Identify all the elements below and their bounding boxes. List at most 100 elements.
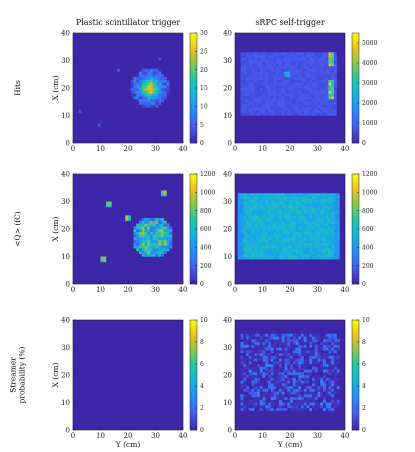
heatmap-cell [268,104,271,108]
heatmap-cell [268,358,271,362]
heatmap-cell [279,402,282,406]
colorbar-segment [352,347,359,351]
heatmap-cell [259,394,263,398]
heatmap-cell [328,63,332,67]
heatmap-cell [331,68,335,72]
heatmap-cell [314,220,318,224]
colorbar-tick-label: 8 [200,339,204,346]
heatmap-cell [325,52,329,56]
heatmap-cell [246,242,249,246]
heatmap-cell [301,358,304,362]
heatmap-cell [259,231,263,235]
heatmap-cell [268,71,271,75]
heatmap-cell [314,207,318,210]
heatmap-cell [150,96,153,100]
heatmap-cell [292,57,296,61]
heatmap-cell [303,380,307,384]
heatmap-cell [309,355,313,359]
heatmap-cell [144,223,148,227]
heatmap-cell [276,226,280,230]
heatmap-cell [303,99,307,102]
x-tick-label: 20 [286,432,295,440]
colorbar-segment [352,68,359,72]
heatmap-cell [312,57,315,61]
heatmap-cell [334,55,337,58]
heatmap-cell [323,104,326,108]
heatmap-cell [246,110,249,113]
heatmap-cell [257,234,260,238]
heatmap-cell [152,82,156,86]
heatmap-cell [336,372,340,376]
heatmap-cell [334,240,337,243]
heatmap-cell [273,198,277,202]
heatmap-cell [320,223,324,227]
heatmap-cell [325,377,329,381]
colorbar-segment [190,137,197,141]
heatmap-cell [251,369,255,373]
heatmap-cell [298,79,302,83]
heatmap-cell [284,74,288,78]
heatmap-cell [298,193,302,197]
heatmap-cell [254,90,258,94]
heatmap-cell [254,207,258,210]
heatmap-cell [237,256,241,260]
heatmap-cell [265,408,269,411]
heatmap-cell [279,408,282,411]
heatmap-cell [251,85,255,89]
heatmap-cell [243,93,247,97]
heatmap-cell [284,207,288,210]
heatmap-cell [317,71,321,75]
heatmap-cell [237,218,241,221]
heatmap-cell [284,231,288,235]
heatmap-cell [287,347,291,351]
colorbar-frame [351,319,360,431]
row-label-3: Streamer probability (%) [9,347,27,404]
heatmap-cell [290,256,293,260]
heatmap-cell [323,256,326,260]
heatmap-cell [246,88,249,91]
heatmap-cell [251,405,255,409]
colorbar-segment [352,201,359,205]
heatmap-cell [312,110,315,113]
colorbar-segment [190,118,197,122]
heatmap-cell [265,209,269,213]
heatmap-cell [306,234,310,238]
heatmap-cell [147,223,151,227]
heatmap-cell [265,353,269,356]
heatmap-cell [290,229,293,232]
heatmap-cell [281,237,285,241]
heatmap-cell [265,366,269,370]
heatmap-cell [243,107,247,111]
heatmap-cell [158,88,162,91]
heatmap-cell [265,68,269,72]
heatmap-cell [270,242,274,246]
heatmap-cell [309,77,313,80]
heatmap-cell [290,74,293,78]
heatmap-cell [292,342,296,345]
heatmap-cell [268,110,271,113]
heatmap-cell [248,110,252,113]
heatmap-cell [262,101,266,105]
colorbar-segment [190,71,197,75]
heatmap-cell [133,88,137,91]
heatmap-cell [295,209,299,213]
heatmap-cell [243,364,247,367]
y-tick-label: 40 [61,170,70,178]
heatmap-cells [237,193,340,260]
heatmap-cell [314,90,318,94]
heatmap-cell [323,79,326,83]
heatmap-cell [257,68,260,72]
heatmap-cell [295,88,299,91]
heatmap-cell [279,52,282,56]
heatmap-cell [265,251,269,254]
heatmap-cell [284,93,288,97]
heatmap-cell [128,215,131,219]
heatmap-cell [292,366,296,370]
heatmap-cell [163,220,167,224]
colorbar-segment [352,182,359,186]
colorbar-segment [352,413,359,417]
heatmap-cell [259,237,263,241]
heatmap-cell [317,90,321,94]
